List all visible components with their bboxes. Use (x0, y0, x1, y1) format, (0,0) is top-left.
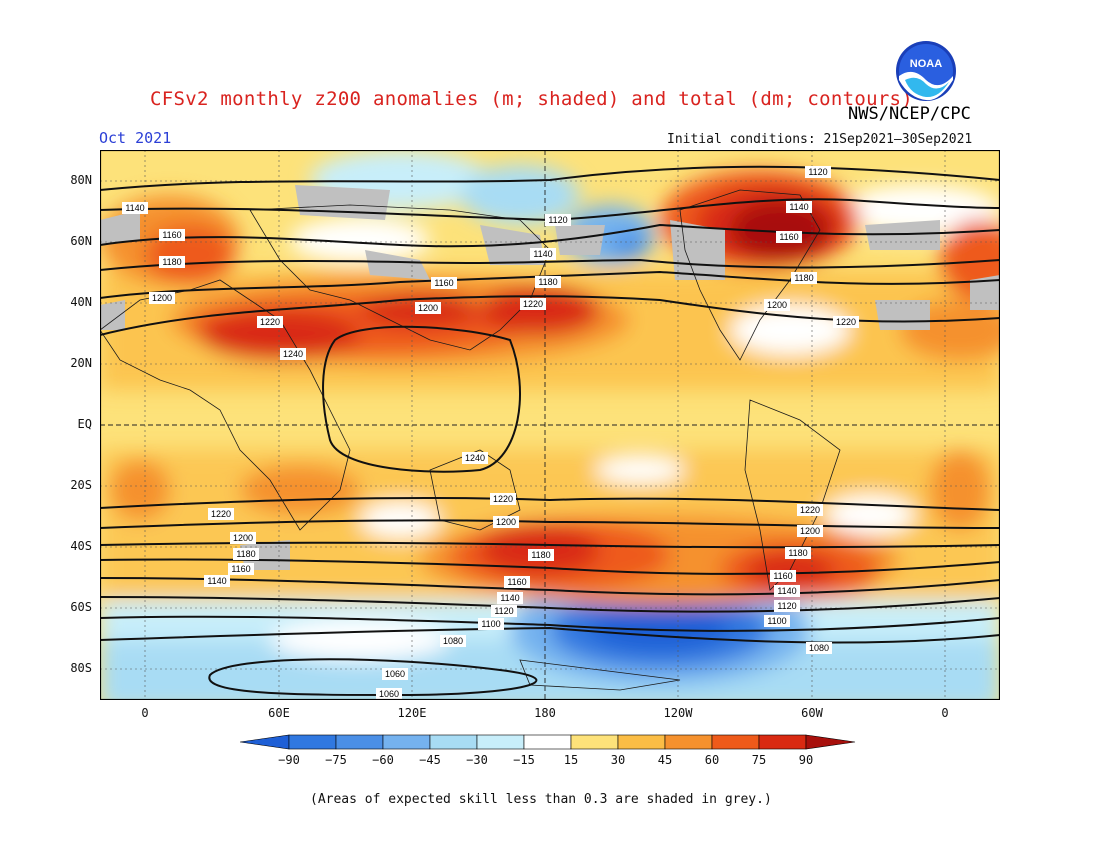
colorbar-label: 45 (657, 753, 673, 767)
lon-label: 0 (141, 706, 149, 720)
forecast-month: Oct 2021 (99, 129, 172, 147)
contour-label-1200: 1200 (767, 300, 787, 310)
contour-label-1220: 1220 (836, 317, 856, 327)
colorbar (240, 734, 856, 750)
colorbar-label: 90 (798, 753, 814, 767)
lon-label: 60W (801, 706, 823, 720)
contour-labels: 1140 1160 1180 1200 1220 1240 1160 1200 … (122, 166, 859, 700)
lon-label: 120W (663, 706, 693, 720)
contour-label-1160: 1160 (507, 577, 526, 587)
contour-label-1120: 1120 (548, 215, 567, 225)
contour-label-1200: 1200 (496, 517, 516, 527)
colorbar-swatch (429, 734, 478, 750)
contour-label-1080: 1080 (809, 643, 829, 653)
colorbar-label: 15 (563, 753, 579, 767)
contour-label-1160: 1160 (773, 571, 792, 581)
contour-label-1160: 1160 (231, 564, 250, 574)
noaa-logo-icon: NOAA (896, 41, 956, 101)
colorbar-swatch (664, 734, 713, 750)
contour-label-1060: 1060 (385, 669, 405, 679)
map-title: CFSv2 monthly z200 anomalies (m; shaded)… (150, 88, 914, 110)
colorbar-swatch (288, 734, 337, 750)
contour-label-1180: 1180 (162, 257, 181, 267)
contour-label-1140: 1140 (125, 203, 144, 213)
lon-label: 180 (534, 706, 556, 720)
contour-label-1240: 1240 (465, 453, 485, 463)
contour-label-1180: 1180 (538, 277, 557, 287)
contour-label-1160: 1160 (434, 278, 453, 288)
contour-label-1200: 1200 (418, 303, 438, 313)
contour-label-1140: 1140 (777, 586, 796, 596)
lat-label: 40N (70, 295, 92, 309)
contour-label-1220: 1220 (800, 505, 820, 515)
lat-label: 60N (70, 234, 92, 248)
contour-label-1200: 1200 (233, 533, 253, 543)
contour-label-1220: 1220 (523, 299, 543, 309)
colorbar-swatch (335, 734, 384, 750)
colorbar-swatch (758, 734, 807, 750)
colorbar-swatch (523, 734, 572, 750)
colorbar-swatch (617, 734, 666, 750)
anomaly-map: 1140 1160 1180 1200 1220 1240 1160 1200 … (100, 150, 1000, 700)
contour-label-1200: 1200 (800, 526, 820, 536)
noaa-logo-text: NOAA (910, 58, 942, 70)
footnote: (Areas of expected skill less than 0.3 a… (310, 792, 772, 807)
colorbar-swatch (382, 734, 431, 750)
contour-label-1180: 1180 (531, 550, 550, 560)
contour-label-1200: 1200 (152, 293, 172, 303)
colorbar-label: −60 (372, 753, 394, 767)
lon-label: 60E (268, 706, 290, 720)
contour-label-1100: 1100 (767, 616, 786, 626)
colorbar-label: −45 (419, 753, 441, 767)
colorbar-label: 30 (610, 753, 626, 767)
colorbar-label: 60 (704, 753, 720, 767)
contour-label-1140: 1140 (207, 576, 226, 586)
initial-conditions: Initial conditions: 21Sep2021–30Sep2021 (667, 132, 973, 147)
contour-label-1100: 1100 (481, 619, 500, 629)
contour-label-1220: 1220 (493, 494, 513, 504)
contour-label-1220: 1220 (211, 509, 231, 519)
contour-label-1120: 1120 (808, 167, 827, 177)
colorbar-swatch (805, 734, 856, 750)
colorbar-label: −15 (513, 753, 535, 767)
contour-label-1060: 1060 (379, 689, 399, 699)
colorbar-label: 75 (751, 753, 767, 767)
colorbar-swatch (570, 734, 619, 750)
contour-label-1160: 1160 (779, 232, 798, 242)
lat-label: 20S (70, 478, 92, 492)
contour-label-1160: 1160 (162, 230, 181, 240)
lon-label: 120E (397, 706, 427, 720)
lat-label: 40S (70, 539, 92, 553)
agency-label: NWS/NCEP/CPC (848, 104, 971, 124)
contour-label-1180: 1180 (236, 549, 255, 559)
colorbar-label: −90 (278, 753, 300, 767)
colorbar-swatch (476, 734, 525, 750)
colorbar-label: −75 (325, 753, 347, 767)
contour-label-1140: 1140 (533, 249, 552, 259)
contour-label-1120: 1120 (494, 606, 513, 616)
colorbar-label: −30 (466, 753, 488, 767)
contour-label-1080: 1080 (443, 636, 463, 646)
lon-label: 0 (941, 706, 949, 720)
contour-label-1180: 1180 (794, 273, 813, 283)
lat-label: 60S (70, 600, 92, 614)
contour-label-1140: 1140 (789, 202, 808, 212)
colorbar-swatch (711, 734, 760, 750)
lat-label: 80S (70, 661, 92, 675)
map-frame (100, 150, 1000, 700)
colorbar-swatch (240, 734, 290, 750)
contour-label-1120: 1120 (777, 601, 796, 611)
contour-label-1220: 1220 (260, 317, 280, 327)
lat-label: 20N (70, 356, 92, 370)
lat-label: EQ (77, 417, 92, 431)
lat-label: 80N (70, 173, 92, 187)
contour-label-1240: 1240 (283, 349, 303, 359)
contour-label-1180: 1180 (788, 548, 807, 558)
contour-label-1140: 1140 (500, 593, 519, 603)
